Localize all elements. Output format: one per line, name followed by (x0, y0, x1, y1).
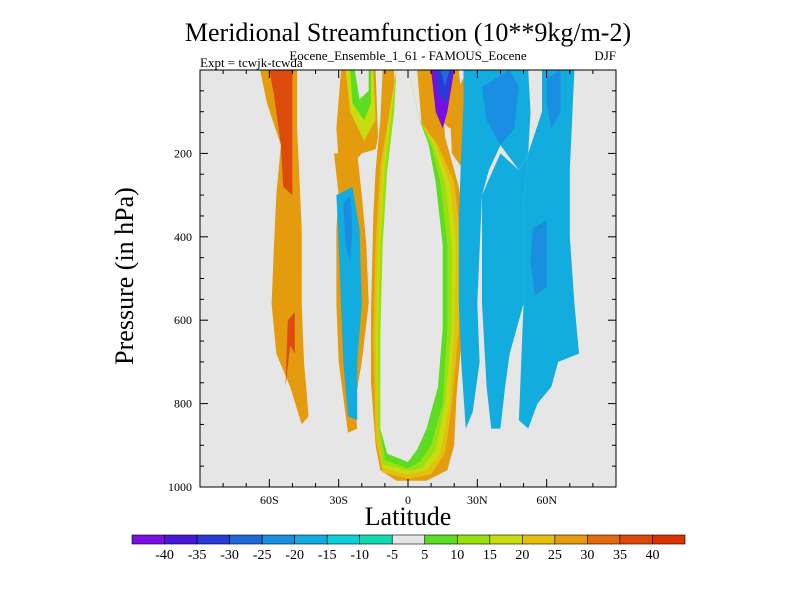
colorbar-label: 35 (613, 548, 627, 563)
y-axis-label: Pressure (in hPa) (110, 187, 139, 365)
contour-region (435, 70, 452, 104)
x-tick-label: 60N (536, 493, 557, 507)
colorbar-label: 25 (548, 548, 562, 563)
colorbar-swatch (164, 534, 198, 545)
contour-region (458, 70, 531, 429)
colorbar-label: -10 (350, 548, 369, 563)
colorbar-label: 10 (450, 548, 464, 563)
x-tick-label: 60S (260, 493, 279, 507)
contour-region (546, 70, 561, 129)
colorbar-label: -15 (318, 548, 337, 563)
colorbar-label: 40 (645, 548, 659, 563)
colorbar-swatch (261, 534, 295, 545)
colorbar-label: 20 (515, 548, 529, 563)
x-tick-label: 30N (467, 493, 488, 507)
colorbar-swatch (619, 534, 653, 545)
colorbar-label: -35 (188, 548, 207, 563)
contour-region (380, 70, 443, 462)
colorbar-label: -20 (285, 548, 304, 563)
season-label: DJF (594, 48, 616, 63)
y-tick-label: 800 (174, 397, 192, 411)
y-tick-label: 600 (174, 313, 192, 327)
contour-regions (260, 70, 579, 481)
colorbar-label: -30 (220, 548, 239, 563)
y-tick-label: 1000 (168, 480, 192, 494)
plot-area: 60S 30S 0 30N 60N 200 400 600 800 1000 (168, 69, 617, 507)
colorbar-swatch (326, 534, 361, 545)
contour-region (343, 195, 353, 262)
colorbar-swatch (456, 534, 491, 545)
contour-region (336, 186, 362, 421)
contour-region (260, 70, 309, 425)
y-tick-label: 400 (174, 230, 192, 244)
x-tick-label: 30S (329, 493, 348, 507)
colorbar-label: 15 (483, 548, 497, 563)
colorbar-swatch (489, 534, 523, 545)
colorbar-swatch (522, 534, 556, 545)
colorbar-label: 30 (580, 548, 594, 563)
colorbar-label: 5 (421, 548, 428, 563)
colorbar-swatch (391, 534, 426, 545)
contour-region (269, 70, 293, 196)
colorbar-swatch (196, 534, 230, 545)
expt-label: Expt = tcwjk-tcwda (200, 55, 303, 70)
colorbar: -40 -35 -30 -25 -20 -15 -10 -5 5 10 15 20 25 30 35 40 (131, 534, 686, 563)
colorbar-label: -25 (253, 548, 272, 563)
x-tick-label: 0 (405, 493, 411, 507)
contour-region (518, 70, 579, 429)
colorbar-label: -40 (155, 548, 174, 563)
colorbar-swatch (587, 534, 621, 545)
y-axis-ticks: 200 400 600 800 1000 (168, 90, 616, 494)
contour-region (354, 70, 369, 100)
contour-region (440, 70, 450, 87)
colorbar-swatch (424, 534, 458, 545)
colorbar-swatch (131, 534, 165, 545)
contour-region (285, 311, 295, 387)
x-axis-label: Latitude (365, 502, 452, 531)
colorbar-swatch (294, 534, 328, 545)
colorbar-swatch (652, 534, 686, 545)
colorbar-swatch (359, 534, 393, 545)
colorbar-swatch (554, 534, 588, 545)
colorbar-label: -5 (386, 548, 398, 563)
contour-region (530, 220, 547, 296)
contour-region (482, 153, 529, 429)
y-tick-label: 200 (174, 146, 192, 160)
x-axis-ticks: 60S 30S 0 30N 60N (222, 70, 594, 507)
colorbar-swatch (229, 534, 263, 545)
contour-region (482, 70, 519, 146)
chart-title: Meridional Streamfunction (10**9kg/m-2) (185, 18, 631, 47)
chart-subtitle: Eocene_Ensemble_1_61 - FAMOUS_Eocene (289, 48, 527, 63)
